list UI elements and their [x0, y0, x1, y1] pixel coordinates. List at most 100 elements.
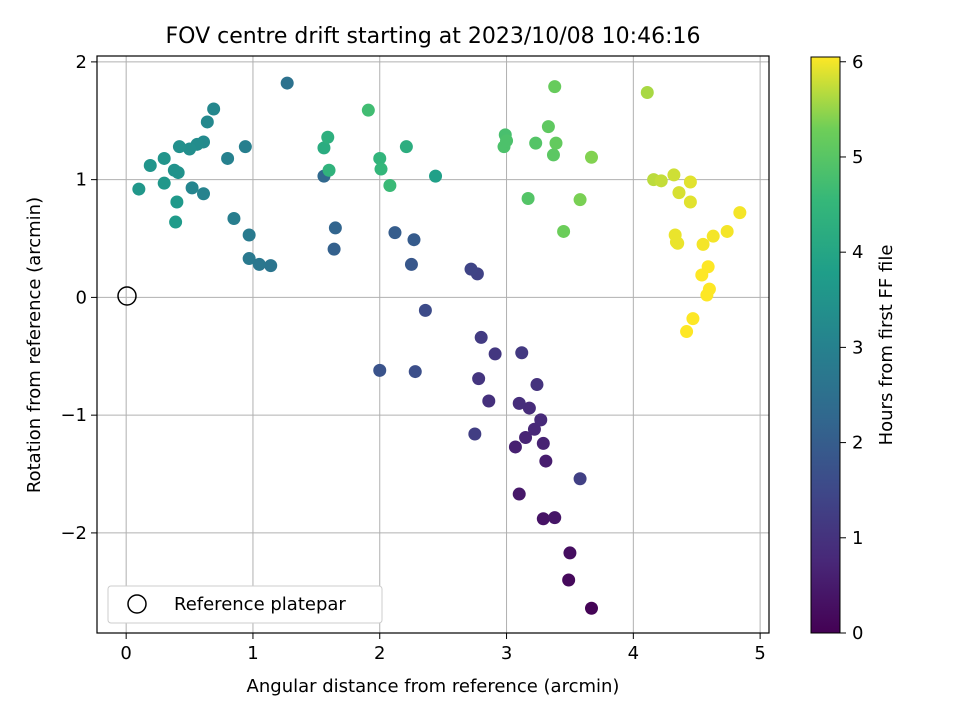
- x-tick-label: 5: [754, 643, 765, 664]
- data-point: [508, 440, 522, 454]
- data-point: [530, 378, 544, 392]
- colorbar-tick-label: 6: [852, 52, 863, 73]
- data-point: [640, 86, 654, 100]
- data-point: [706, 229, 720, 243]
- x-tick-label: 4: [628, 643, 639, 664]
- x-tick-label: 0: [120, 643, 131, 664]
- data-point: [512, 396, 526, 410]
- data-point: [429, 169, 443, 183]
- colorbar-tick-label: 5: [852, 147, 863, 168]
- chart-title: FOV centre drift starting at 2023/10/08 …: [166, 24, 701, 49]
- data-point: [695, 268, 709, 282]
- data-point: [700, 288, 714, 302]
- y-axis-ticks: −2 −1 0 1 2: [60, 52, 97, 544]
- data-point: [563, 546, 577, 560]
- data-point: [557, 224, 571, 238]
- data-point: [733, 206, 747, 220]
- colorbar-tick-label: 2: [852, 433, 863, 454]
- data-point: [515, 346, 529, 360]
- data-point: [317, 141, 331, 155]
- data-point: [327, 242, 341, 256]
- colorbar-ticks: 0 1 2 3 4 5 6: [840, 52, 863, 644]
- y-tick-label: 0: [76, 287, 87, 308]
- data-point: [548, 80, 562, 94]
- data-point: [252, 257, 266, 271]
- data-point: [539, 454, 553, 468]
- data-point: [541, 120, 555, 134]
- data-point: [183, 142, 197, 156]
- data-point: [185, 181, 199, 195]
- data-point: [373, 363, 387, 377]
- data-point: [157, 176, 171, 190]
- data-point: [584, 601, 598, 615]
- data-point: [654, 174, 668, 188]
- data-point: [536, 512, 550, 526]
- data-point: [221, 151, 235, 165]
- data-point: [418, 303, 432, 317]
- data-point: [472, 372, 486, 386]
- plot-frame: [96, 55, 770, 634]
- data-point: [169, 215, 183, 229]
- y-tick-label: −2: [60, 523, 87, 544]
- x-tick-label: 3: [501, 643, 512, 664]
- data-point: [522, 401, 536, 415]
- colorbar: 0 1 2 3 4 5 6 Hours from first FF file: [810, 52, 897, 644]
- data-point: [143, 159, 157, 173]
- data-point: [527, 422, 541, 436]
- data-points: [132, 76, 747, 615]
- data-point: [373, 151, 387, 165]
- data-point: [468, 427, 482, 441]
- x-axis-label: Angular distance from reference (arcmin): [247, 676, 620, 697]
- data-point: [242, 228, 256, 242]
- data-point: [322, 163, 336, 177]
- data-point: [686, 312, 700, 326]
- data-point: [512, 487, 526, 501]
- data-point: [584, 150, 598, 164]
- data-point: [132, 182, 146, 196]
- colorbar-tick-label: 0: [852, 623, 863, 644]
- data-point: [280, 76, 294, 90]
- data-point: [548, 511, 562, 525]
- data-point: [474, 330, 488, 344]
- data-point: [482, 394, 496, 408]
- data-point: [361, 103, 375, 117]
- y-axis-label: Rotation from reference (arcmin): [24, 197, 45, 493]
- data-point: [683, 175, 697, 189]
- y-tick-label: 2: [76, 52, 87, 73]
- data-point: [200, 115, 214, 129]
- y-tick-label: −1: [60, 405, 87, 426]
- data-point: [672, 186, 686, 200]
- x-tick-label: 2: [374, 643, 385, 664]
- data-point: [388, 226, 402, 240]
- x-tick-label: 1: [247, 643, 258, 664]
- data-point: [157, 151, 171, 165]
- data-point: [328, 221, 342, 235]
- data-point: [399, 140, 413, 154]
- data-point: [667, 168, 681, 182]
- data-point: [683, 195, 697, 209]
- data-point: [521, 191, 535, 205]
- legend: Reference platepar: [107, 585, 383, 624]
- data-point: [519, 431, 533, 445]
- data-point: [374, 162, 388, 176]
- data-point: [562, 573, 576, 587]
- colorbar-tick-label: 1: [852, 528, 863, 549]
- colorbar-label: Hours from first FF file: [876, 245, 897, 446]
- data-point: [500, 134, 514, 148]
- colorbar-tick-label: 3: [852, 337, 863, 358]
- data-point: [408, 365, 422, 379]
- legend-box: [107, 585, 383, 624]
- data-point: [546, 148, 560, 162]
- data-point: [238, 140, 252, 154]
- reference-point-marker: [117, 286, 137, 306]
- legend-marker: [127, 594, 147, 614]
- y-tick-label: 1: [76, 170, 87, 191]
- x-axis-ticks: 0 1 2 3 4 5: [120, 633, 766, 664]
- data-point: [242, 252, 256, 266]
- legend-label: Reference platepar: [174, 594, 346, 615]
- colorbar-tick-label: 4: [852, 242, 863, 263]
- data-point: [696, 237, 710, 251]
- data-point: [464, 262, 478, 276]
- data-point: [170, 195, 184, 209]
